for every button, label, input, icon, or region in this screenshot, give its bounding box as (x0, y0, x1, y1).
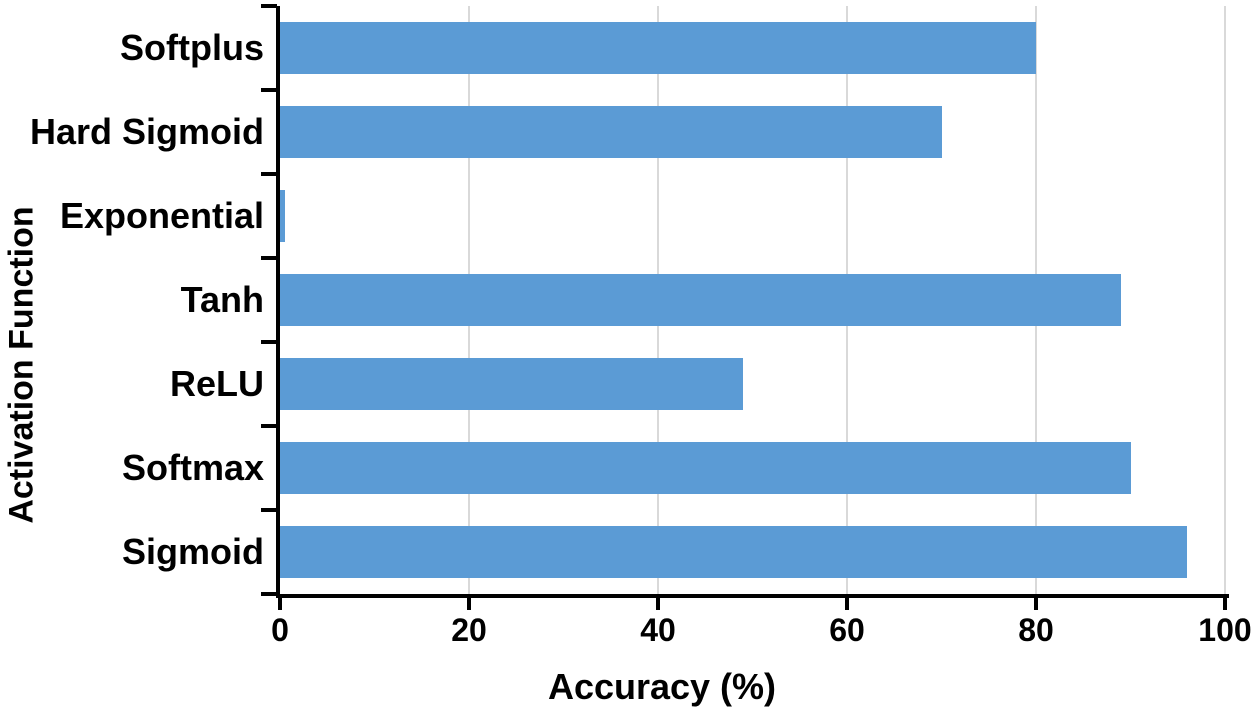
bar-relu (280, 358, 744, 410)
y-tick-mark (261, 340, 277, 344)
x-tick-mark-0 (278, 598, 282, 610)
y-tick-mark (261, 592, 277, 596)
bar-hard-sigmoid (280, 106, 942, 158)
x-tick-label-60: 60 (829, 612, 865, 648)
bar-softmax (280, 442, 1131, 494)
x-tick-label-40: 40 (640, 612, 676, 648)
y-tick-mark (261, 508, 277, 512)
x-tick-label-80: 80 (1018, 612, 1054, 648)
x-tick-label-20: 20 (451, 612, 487, 648)
category-label-exponential: Exponential (59, 195, 264, 236)
y-axis-title: Activation Function (2, 206, 41, 524)
y-axis-line (276, 6, 280, 598)
category-label-relu: ReLU (169, 363, 264, 404)
category-label-tanh: Tanh (180, 279, 264, 320)
category-label-softplus: Softplus (120, 27, 264, 68)
gridline-100 (1224, 6, 1226, 596)
y-tick-mark (261, 172, 277, 176)
category-label-hard-sigmoid: Hard Sigmoid (29, 111, 264, 152)
x-tick-label-100: 100 (1198, 612, 1252, 648)
category-label-sigmoid: Sigmoid (122, 531, 264, 572)
bar-sigmoid (280, 526, 1188, 578)
category-label-softmax: Softmax (121, 447, 264, 488)
y-tick-mark (261, 4, 277, 8)
x-tick-mark-20 (467, 598, 471, 610)
x-tick-mark-40 (656, 598, 660, 610)
x-tick-label-0: 0 (271, 612, 289, 648)
y-tick-mark (261, 424, 277, 428)
y-tick-mark (261, 88, 277, 92)
bar-tanh (280, 274, 1122, 326)
y-tick-mark (261, 256, 277, 260)
x-axis-title: Accuracy (%) (547, 666, 777, 707)
x-tick-mark-80 (1034, 598, 1038, 610)
x-axis-line (276, 594, 1229, 598)
bar-exponential (280, 190, 285, 242)
x-tick-mark-60 (845, 598, 849, 610)
bar-softplus (280, 22, 1036, 74)
x-tick-mark-100 (1223, 598, 1227, 610)
